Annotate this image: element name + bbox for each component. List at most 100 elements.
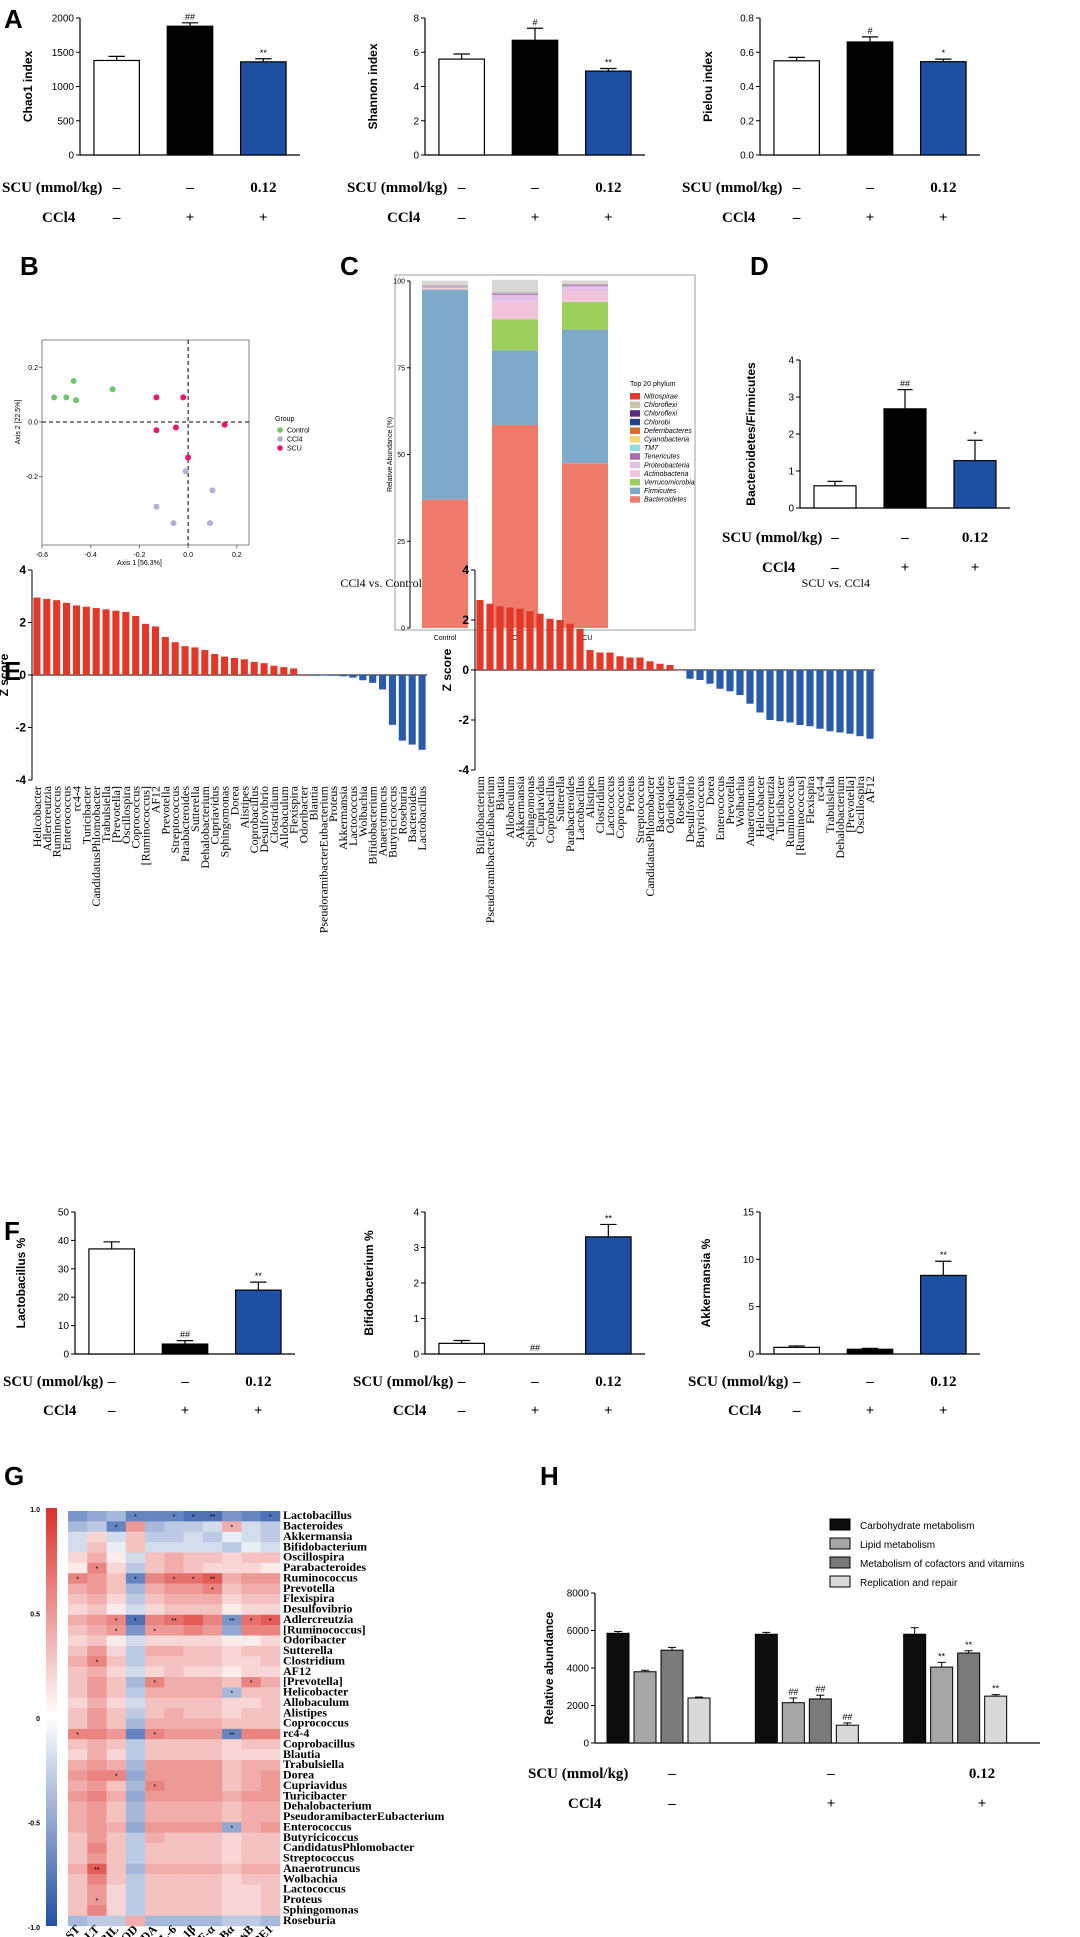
panel-label-A: A [4,4,23,34]
y-tick-label: 1 [788,467,794,478]
genus-label: PseudoramibacterEubacterium [316,785,330,933]
heatmap-cell [68,1801,88,1813]
bar-Oscillospira [856,670,864,737]
heatmap-cell [260,1905,281,1916]
segment-Others [562,280,608,284]
heatmap-cell [145,1521,165,1533]
y-tick-label: 4 [788,356,794,367]
heatmap-cell [202,1583,223,1595]
y-tick-label: 0 [401,626,405,633]
y-tick-label: 4 [462,563,469,577]
heatmap-cell [164,1843,184,1854]
genus-label: Helicobacter [30,786,44,847]
genus-label: Desulfovibrio [257,786,271,853]
heatmap-cell [260,1552,281,1564]
heatmap-cell [241,1521,262,1533]
heatmap-cell [202,1749,223,1761]
plot-frame [41,339,250,546]
genus-label: Coprobacillus [543,776,557,844]
heatmap-cell [183,1739,204,1750]
heatmap-cell [125,1843,146,1854]
heatmap-cell [68,1780,88,1792]
cell-significance: * [115,1525,118,1532]
heatmap-cell [106,1863,127,1875]
segment-Firmicutes [492,350,538,426]
chart-E1: -4 -2 0 2 4 Z score CCl4 vs. Control Helicobact… [0,563,429,933]
segment-Actinobacteria [562,291,608,302]
genus-label: Prevotella [158,785,172,834]
bar-Control [438,1342,485,1355]
genus-label: Sutterella [553,775,567,822]
bar-CandidatusPhlomobacter [92,608,100,675]
heatmap-cell [106,1811,127,1823]
cell-significance: * [115,1618,118,1625]
point-Control [51,394,58,401]
bar-SCU [919,1274,967,1355]
panel-label-B: B [20,251,39,281]
y-tick-label: 0 [413,1350,419,1361]
heatmap-cell [202,1573,223,1584]
heatmap-cell [202,1915,223,1927]
heatmap-cell [183,1677,204,1688]
heatmap-cell [222,1552,242,1564]
significance-label: ** [965,1640,973,1650]
significance-label: ## [788,1687,798,1697]
heatmap-cell [164,1915,184,1927]
point-CCl4 [153,503,160,510]
ccl4-value: + [939,210,948,226]
heatmap-cell [145,1666,165,1678]
significance-label: # [867,26,872,36]
point-SCU [221,421,228,428]
bar-[Prevotella] [112,610,120,675]
genus-label: Trabulsiella [99,785,113,843]
heatmap-cell [222,1915,242,1927]
heatmap-cell [125,1573,146,1584]
heatmap-cell [125,1677,146,1688]
heatmap-cell [145,1811,165,1823]
heatmap-cell [260,1666,281,1678]
heatmap-cell [183,1573,204,1584]
segment-Proteobacteria [492,294,538,302]
heatmap-cell [183,1521,204,1533]
heatmap-cell [260,1894,281,1906]
legend-swatch [630,393,640,400]
heatmap-cell [260,1718,281,1730]
heatmap-cell [87,1645,107,1657]
heatmap-cell [145,1687,165,1699]
scu-value: 0.12 [250,180,276,196]
heatmap-cell [145,1863,165,1875]
heatmap-cell [202,1521,223,1533]
row-label: [Ruminococcus] [283,1622,366,1636]
cell-significance: ** [210,1514,216,1521]
heatmap-cell [183,1542,204,1553]
scu-label: SCU (mmol/kg) [3,1374,103,1390]
bar-Control [773,60,821,156]
heatmap-cell [183,1666,204,1678]
legend-swatch [630,470,640,477]
row-label: Alistipes [283,1705,327,1719]
bar-Metabolism of cofactors and vitamins [957,1652,981,1744]
y-tick-label: 0.8 [740,14,754,25]
heatmap-cell [222,1780,242,1792]
heatmap-cell [222,1677,242,1688]
heatmap-cell [145,1749,165,1761]
y-axis-label: Z score [440,648,454,691]
heatmap-cell [87,1552,107,1564]
heatmap-cell [222,1697,242,1709]
segment-Proteobacteria [422,287,468,289]
row-label: Dorea [283,1768,314,1782]
y-tick-label: 500 [57,116,74,127]
genus-label: Roseburia [673,775,687,824]
legend-swatch [630,461,640,469]
row-label: Cupriavidus [283,1778,347,1792]
row-label: Coprococcus [283,1716,349,1730]
heatmap-cell [125,1552,146,1564]
heatmap-cell [183,1656,204,1667]
heatmap-cell [202,1728,223,1740]
heatmap-cell [125,1635,146,1647]
ccl4-value: – [112,210,121,226]
heatmap-cell [106,1708,127,1719]
heatmap-cell [106,1884,127,1896]
heatmap-cell [164,1874,184,1885]
heatmap-cell [68,1811,88,1823]
